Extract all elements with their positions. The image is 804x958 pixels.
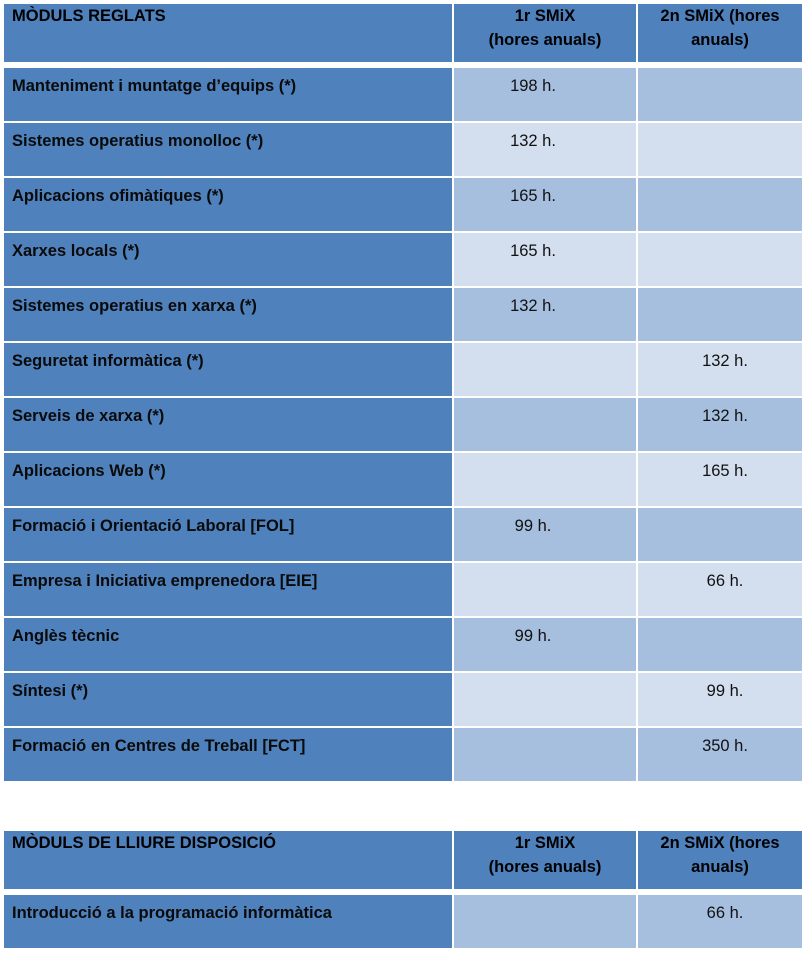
hours-year1: [452, 726, 638, 783]
table-row: Sistemes operatius monolloc (*) 132 h.: [2, 121, 804, 178]
hours-year2: 132 h.: [636, 341, 804, 398]
hours-year1: [452, 341, 638, 398]
header-year1-line2: (hores anuals): [488, 858, 602, 876]
header-year1-line2: (hores anuals): [488, 31, 602, 49]
module-name: Seguretat informàtica (*): [2, 341, 454, 398]
table-row: Formació i Orientació Laboral [FOL] 99 h.: [2, 506, 804, 563]
module-name: Formació en Centres de Treball [FCT]: [2, 726, 454, 783]
header-row: MÒDULS REGLATS 1r SMiX (hores anuals) 2n…: [2, 2, 804, 68]
module-name: Xarxes locals (*): [2, 231, 454, 288]
table-row: Introducció a la programació informàtica…: [2, 891, 804, 950]
table-row: Aplicacions Web (*) 165 h.: [2, 451, 804, 508]
hours-year1: [452, 891, 638, 950]
module-name: Sistemes operatius monolloc (*): [2, 121, 454, 178]
hours-year1: 165 h.: [452, 231, 638, 288]
table-row: Aplicacions ofimàtiques (*) 165 h.: [2, 176, 804, 233]
hours-year2: [636, 286, 804, 343]
table-row: Seguretat informàtica (*) 132 h.: [2, 341, 804, 398]
header-year1: 1r SMiX (hores anuals): [452, 829, 638, 895]
table-row: Síntesi (*) 99 h.: [2, 671, 804, 728]
header-year2: 2n SMiX (hores anuals): [636, 829, 804, 895]
hours-year1: 132 h.: [452, 286, 638, 343]
header-year2-line2: anuals): [691, 858, 749, 876]
hours-year2: 66 h.: [636, 891, 804, 950]
hours-year1: [452, 671, 638, 728]
hours-year2: [636, 231, 804, 288]
table-row: Formació en Centres de Treball [FCT] 350 …: [2, 726, 804, 783]
header-year1: 1r SMiX (hores anuals): [452, 2, 638, 68]
hours-year1: 165 h.: [452, 176, 638, 233]
hours-year1: 99 h.: [452, 506, 638, 563]
header-year2-line1: 2n SMiX (hores: [660, 834, 780, 852]
header-row: MÒDULS DE LLIURE DISPOSICIÓ 1r SMiX (hor…: [2, 829, 804, 895]
hours-year2: [636, 176, 804, 233]
table-row: Empresa i Iniciativa emprenedora [EIE] 66…: [2, 561, 804, 618]
hours-year1: 198 h.: [452, 64, 638, 123]
hours-year2: 99 h.: [636, 671, 804, 728]
header-year1-line1: 1r SMiX: [514, 7, 576, 25]
hours-year1: 132 h.: [452, 121, 638, 178]
module-name: Introducció a la programació informàtica: [2, 891, 454, 950]
header-year2: 2n SMiX (hores anuals): [636, 2, 804, 68]
header-year2-line1: 2n SMiX (hores: [660, 7, 780, 25]
hours-year2: 66 h.: [636, 561, 804, 618]
header-module: MÒDULS REGLATS: [2, 2, 454, 68]
hours-year1: [452, 561, 638, 618]
module-name: Síntesi (*): [2, 671, 454, 728]
hours-year1: 99 h.: [452, 616, 638, 673]
header-year2-line2: anuals): [691, 31, 749, 49]
hours-year2: 165 h.: [636, 451, 804, 508]
module-name: Serveis de xarxa (*): [2, 396, 454, 453]
header-module: MÒDULS DE LLIURE DISPOSICIÓ: [2, 829, 454, 895]
module-name: Empresa i Iniciativa emprenedora [EIE]: [2, 561, 454, 618]
table-row: Sistemes operatius en xarxa (*) 132 h.: [2, 286, 804, 343]
module-name: Aplicacions ofimàtiques (*): [2, 176, 454, 233]
module-name: Sistemes operatius en xarxa (*): [2, 286, 454, 343]
hours-year2: 350 h.: [636, 726, 804, 783]
table-moduls-reglats: MÒDULS REGLATS 1r SMiX (hores anuals) 2n…: [2, 2, 804, 783]
module-name: Anglès tècnic: [2, 616, 454, 673]
hours-year1: [452, 396, 638, 453]
header-year1-line1: 1r SMiX: [514, 834, 576, 852]
hours-year2: [636, 64, 804, 123]
hours-year2: [636, 121, 804, 178]
hours-year2: [636, 616, 804, 673]
module-name: Manteniment i muntatge d’equips (*): [2, 64, 454, 123]
table-row: Serveis de xarxa (*) 132 h.: [2, 396, 804, 453]
hours-year1: [452, 451, 638, 508]
table-moduls-lliure-disposicio: MÒDULS DE LLIURE DISPOSICIÓ 1r SMiX (hor…: [2, 829, 804, 950]
module-name: Aplicacions Web (*): [2, 451, 454, 508]
hours-year2: 132 h.: [636, 396, 804, 453]
hours-year2: [636, 506, 804, 563]
table-row: Manteniment i muntatge d’equips (*) 198 h…: [2, 64, 804, 123]
table-row: Anglès tècnic 99 h.: [2, 616, 804, 673]
table-row: Xarxes locals (*) 165 h.: [2, 231, 804, 288]
module-name: Formació i Orientació Laboral [FOL]: [2, 506, 454, 563]
